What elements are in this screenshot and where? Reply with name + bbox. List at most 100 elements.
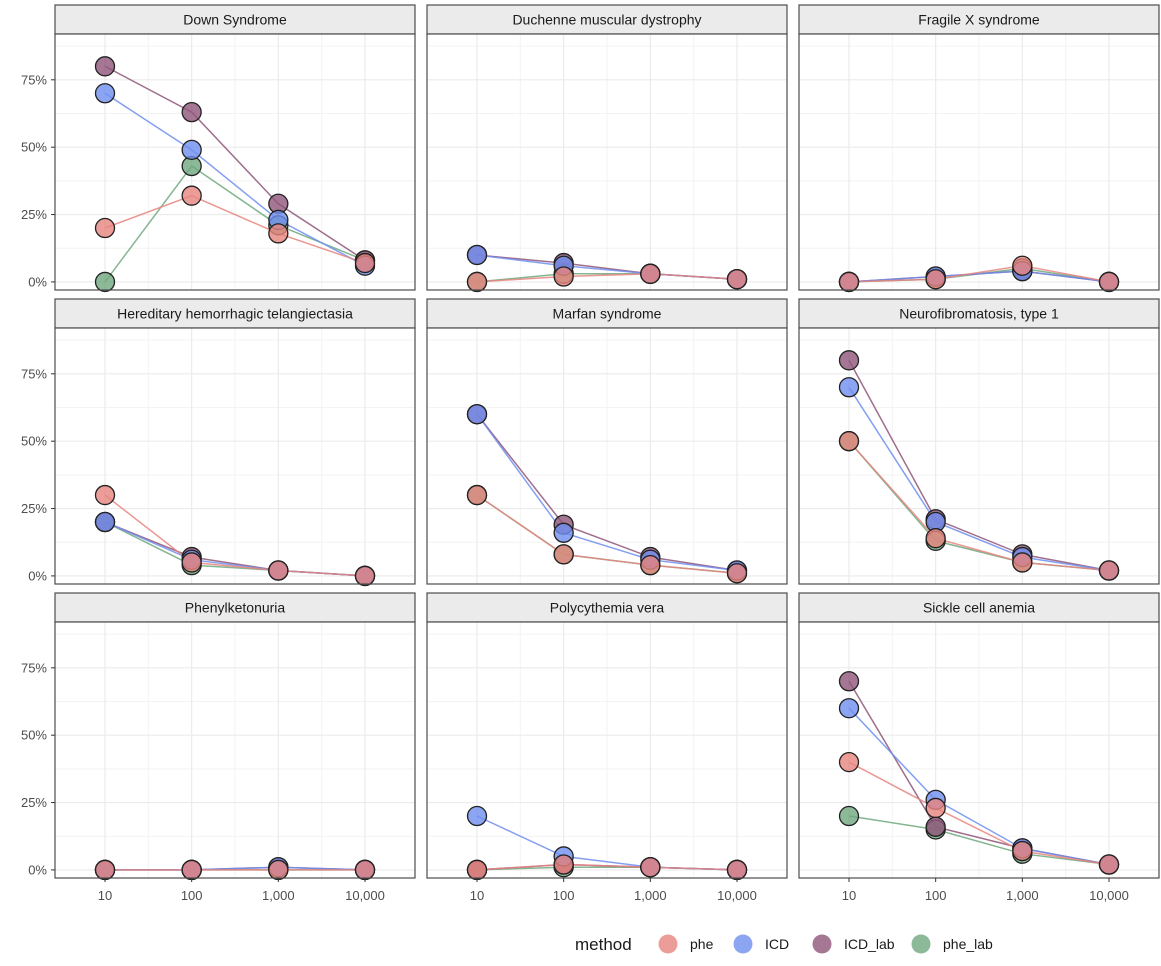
facet-strip <box>798 4 1160 35</box>
y-tick-label: 75% <box>21 660 47 675</box>
series-line-ICD_lab <box>476 413 738 572</box>
data-point-ICD <box>94 511 116 533</box>
x-tick-label: 10 <box>98 888 112 903</box>
data-point-phe <box>640 857 661 878</box>
series-line-phe <box>848 761 1110 866</box>
facet-panel: Hereditary hemorrhagic telangiectasia 0% 2… <box>21 298 416 587</box>
data-point-phe <box>838 751 860 773</box>
data-point-phe <box>1012 840 1033 862</box>
data-point-phe <box>640 263 661 284</box>
facet-panel: Polycythemia vera 10 100 1,000 10,000 <box>426 592 788 903</box>
data-point-ICD_lab <box>181 101 202 123</box>
y-tick-label: 50% <box>21 140 47 155</box>
data-point-phe <box>553 266 574 287</box>
panel-border <box>426 327 788 585</box>
data-point-phe <box>268 223 289 244</box>
legend-key-ICD <box>733 934 753 954</box>
x-tick-label: 10,000 <box>1089 888 1129 903</box>
data-point-ICD <box>466 805 488 827</box>
data-point-phe <box>181 185 202 206</box>
legend-label-phe_lab: phe_lab <box>943 936 993 952</box>
facet-title: Hereditary hemorrhagic telangiectasia <box>117 306 353 322</box>
series-line-phe_lab <box>848 815 1110 866</box>
x-tick-label: 10,000 <box>345 888 385 903</box>
y-tick-label: 0% <box>28 568 47 583</box>
facet-title: Duchenne muscular dystrophy <box>512 12 701 28</box>
data-point-ICD <box>838 377 860 398</box>
data-point-ICD <box>466 244 488 266</box>
legend-label-ICD: ICD <box>765 936 789 952</box>
x-tick-label: 1,000 <box>262 888 295 903</box>
data-point-phe <box>466 859 488 881</box>
data-point-phe <box>640 554 661 576</box>
facet-strip <box>426 592 788 623</box>
y-tick-label: 25% <box>21 795 47 810</box>
data-point-ICD <box>553 522 574 543</box>
data-point-phe <box>1098 271 1120 293</box>
legend-label-phe: phe <box>690 936 714 952</box>
facet-title: Fragile X syndrome <box>918 12 1040 28</box>
series-line-phe <box>104 494 366 577</box>
x-tick-label: 10,000 <box>717 888 757 903</box>
y-tick-label: 75% <box>21 366 47 381</box>
data-point-phe <box>838 431 860 452</box>
facet-panel: Marfan syndrome <box>426 298 788 585</box>
data-point-phe <box>268 859 289 881</box>
facet-panel: Sickle cell anemia 10 100 1,000 10,000 <box>798 592 1160 903</box>
legend-label-ICD_lab: ICD_lab <box>844 936 895 952</box>
data-point-phe <box>925 797 946 819</box>
y-tick-label: 25% <box>21 207 47 222</box>
data-point-phe <box>181 859 202 881</box>
series-line-phe <box>848 264 1110 283</box>
legend-title: method <box>575 935 632 954</box>
series-line-ICD_lab <box>848 359 1110 572</box>
panel-border <box>54 327 416 585</box>
x-tick-label: 1,000 <box>1006 888 1039 903</box>
series-line-ICD <box>104 92 366 267</box>
data-point-ICD_lab <box>838 671 860 692</box>
series-line-ICD <box>476 413 738 572</box>
legend-key-phe_lab <box>911 934 931 954</box>
series-line-phe <box>476 273 738 283</box>
x-tick-label: 100 <box>553 888 575 903</box>
y-tick-label: 0% <box>28 862 47 877</box>
series-line-phe <box>848 440 1110 572</box>
facet-title: Neurofibromatosis, type 1 <box>899 306 1059 322</box>
facet-strip <box>798 298 1160 329</box>
facet-title: Down Syndrome <box>183 12 287 28</box>
facet-title: Sickle cell anemia <box>923 600 1035 616</box>
facet-panel: Phenylketonuria 0% 25% 50% 75% 10 100 1,000 10,0… <box>21 592 416 903</box>
x-tick-label: 100 <box>181 888 203 903</box>
y-tick-label: 50% <box>21 434 47 449</box>
facet-title: Phenylketonuria <box>185 600 286 616</box>
data-point-phe <box>925 528 946 549</box>
data-point-phe <box>466 484 488 506</box>
data-point-phe <box>94 859 116 881</box>
series-line-ICD <box>848 386 1110 572</box>
y-tick-label: 75% <box>21 72 47 87</box>
facet-title: Polycythemia vera <box>550 600 665 616</box>
data-point-ICD <box>181 139 202 161</box>
data-point-phe <box>268 560 289 581</box>
facet-strip <box>798 592 1160 623</box>
data-point-ICD_lab <box>94 56 116 77</box>
data-point-ICD <box>94 83 116 104</box>
panel-border <box>54 621 416 879</box>
data-point-phe_lab <box>838 805 860 827</box>
series-line-ICD_lab <box>104 65 366 262</box>
data-point-phe <box>726 563 748 584</box>
facet-panel: Duchenne muscular dystrophy <box>426 4 788 293</box>
facet-strip <box>54 298 416 329</box>
panel-border <box>426 33 788 291</box>
facet-panel: Fragile X syndrome <box>798 4 1160 293</box>
series-line-phe <box>476 494 738 574</box>
data-point-phe <box>726 859 748 881</box>
data-point-phe <box>354 252 376 274</box>
panel-border <box>798 327 1160 585</box>
x-tick-label: 100 <box>925 888 947 903</box>
panel-border <box>426 621 788 879</box>
x-tick-label: 10 <box>470 888 484 903</box>
x-tick-label: 10 <box>842 888 856 903</box>
data-point-phe <box>181 552 202 573</box>
